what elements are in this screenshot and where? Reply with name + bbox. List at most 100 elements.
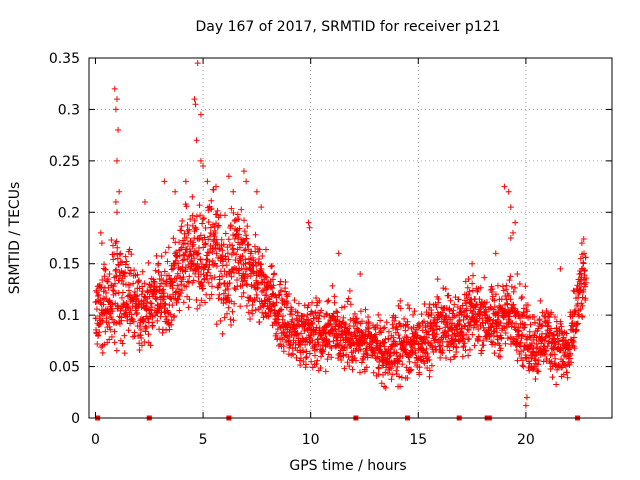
data-point [193, 213, 200, 220]
data-point [241, 217, 248, 224]
data-point [203, 291, 210, 298]
data-point [531, 364, 538, 371]
data-point [118, 317, 125, 324]
data-point [200, 271, 207, 278]
data-point [535, 357, 542, 364]
data-point [338, 356, 345, 363]
data-point [526, 367, 533, 374]
data-point [389, 371, 396, 378]
data-point [135, 277, 142, 284]
data-point [181, 240, 188, 247]
data-point [333, 308, 340, 315]
data-point [465, 276, 472, 283]
data-point [549, 351, 556, 358]
data-point [511, 284, 518, 291]
data-point [166, 326, 173, 333]
data-point [198, 261, 205, 268]
data-point [220, 290, 227, 297]
data-point [513, 341, 520, 348]
data-point [223, 310, 230, 317]
data-point [440, 285, 447, 292]
data-point [124, 304, 131, 311]
data-point [123, 258, 130, 265]
data-point [125, 327, 132, 334]
data-point [342, 321, 349, 328]
data-point [176, 239, 183, 246]
data-point [263, 274, 270, 281]
data-point [330, 338, 337, 345]
data-point [323, 335, 330, 342]
data-point [406, 358, 413, 365]
data-point [225, 286, 232, 293]
data-point [465, 352, 472, 359]
data-point [184, 278, 191, 285]
data-point [208, 283, 215, 290]
data-point [518, 295, 525, 302]
data-point [212, 229, 219, 236]
data-point [490, 332, 497, 339]
data-point [275, 311, 282, 318]
data-point [161, 268, 168, 275]
data-point [519, 293, 526, 300]
data-point [480, 342, 487, 349]
data-point [244, 242, 251, 249]
data-point [543, 333, 550, 340]
data-point [133, 309, 140, 316]
data-point [273, 299, 280, 306]
data-point [389, 341, 396, 348]
data-point [442, 286, 449, 293]
data-point [95, 291, 102, 298]
data-point [579, 302, 586, 309]
data-point [220, 256, 227, 263]
data-point [574, 320, 581, 327]
data-point [356, 369, 363, 376]
data-point [227, 316, 234, 323]
data-point [505, 292, 512, 299]
data-point [193, 251, 200, 258]
data-point [136, 323, 143, 330]
data-point [469, 280, 476, 287]
data-point [489, 286, 496, 293]
data-point [418, 311, 425, 318]
data-point [464, 284, 471, 291]
data-point [315, 341, 322, 348]
data-point [175, 286, 182, 293]
data-point [119, 259, 126, 266]
data-point [393, 349, 400, 356]
data-point [502, 329, 509, 336]
data-point [583, 275, 590, 282]
data-point [212, 183, 219, 190]
data-point [169, 302, 176, 309]
data-point [390, 325, 397, 332]
data-point [309, 337, 316, 344]
data-point [340, 314, 347, 321]
x-tick-label: 0 [91, 432, 100, 448]
data-point [357, 346, 364, 353]
data-point [426, 301, 433, 308]
data-point [301, 313, 308, 320]
data-point [463, 313, 470, 320]
data-point [273, 330, 280, 337]
data-point [567, 350, 574, 357]
data-point [383, 319, 390, 326]
data-point [305, 301, 312, 308]
data-point [178, 278, 185, 285]
data-point [385, 328, 392, 335]
data-point [547, 325, 554, 332]
data-point [301, 326, 308, 333]
data-point [183, 234, 190, 241]
data-point [378, 380, 385, 387]
data-point [518, 332, 525, 339]
data-point [397, 383, 404, 390]
data-point [186, 226, 193, 233]
data-point [568, 359, 575, 366]
data-point [245, 309, 252, 316]
data-point [571, 345, 578, 352]
data-point [131, 267, 138, 274]
data-point [328, 345, 335, 352]
data-point [555, 361, 562, 368]
data-point [171, 313, 178, 320]
data-point [183, 283, 190, 290]
data-point [92, 315, 99, 322]
data-point [508, 323, 515, 330]
